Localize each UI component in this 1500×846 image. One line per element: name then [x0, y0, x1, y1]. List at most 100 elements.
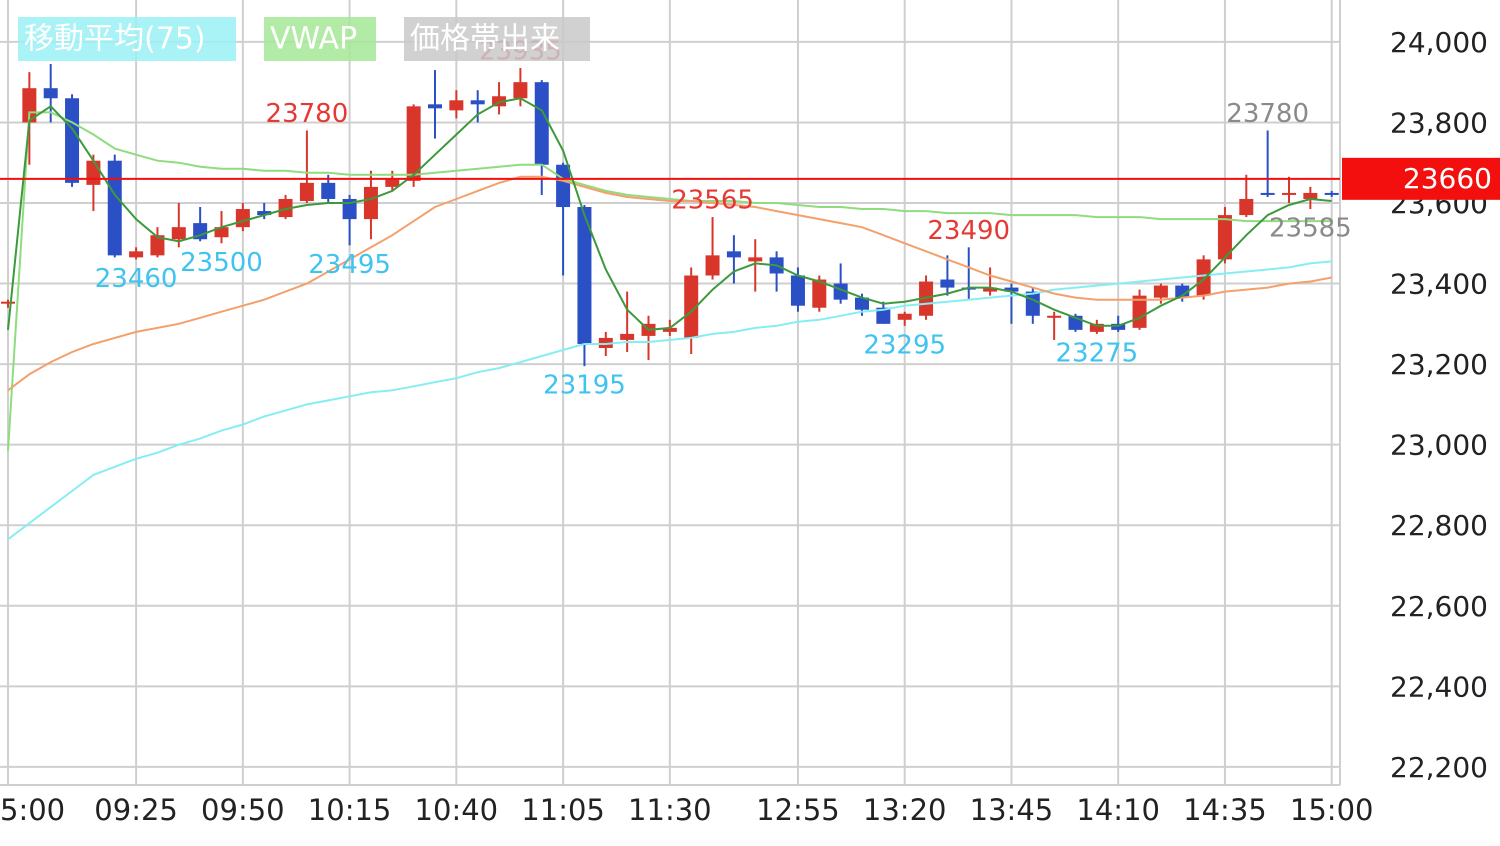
legend-label: 価格帯出来 [410, 22, 560, 57]
price-annotation: 23275 [1055, 338, 1138, 368]
candle-body [449, 100, 464, 111]
candle-body [1, 301, 15, 304]
legend-label: VWAP [270, 22, 357, 57]
candle-body [1260, 192, 1275, 195]
candle-body [1025, 291, 1040, 316]
legend-box [18, 17, 236, 61]
price-annotation: 23490 [927, 216, 1010, 246]
indicator-line [7, 175, 1332, 392]
x-tick-label: 14:10 [1076, 793, 1160, 827]
candle-body [1239, 198, 1254, 216]
price-annotation: 23500 [180, 248, 263, 278]
candle-body [855, 297, 869, 310]
candle-body [257, 211, 272, 216]
legend-box [404, 17, 590, 61]
indicator-line [7, 260, 1332, 541]
candle-body [1303, 192, 1318, 199]
candle-body [428, 104, 442, 109]
candle-body [705, 255, 720, 276]
candle-body [1004, 287, 1019, 292]
candle-body [342, 198, 357, 220]
candle-body [1324, 192, 1339, 195]
candle-body [684, 275, 699, 338]
candle-body [897, 313, 912, 320]
candle-body [86, 160, 101, 185]
y-tick-label: 23,800 [1390, 106, 1488, 139]
x-tick-label: 11:30 [628, 793, 712, 827]
x-tick-label: 11:05 [521, 793, 605, 827]
candle-body [321, 182, 336, 199]
candle-body [385, 178, 400, 187]
current-price-label: 23660 [1403, 162, 1492, 195]
candle-body [556, 164, 571, 208]
candle-body [983, 287, 998, 292]
price-annotation: 23195 [543, 371, 626, 401]
price-annotation: 23780 [1226, 99, 1309, 129]
x-tick-label: 10:40 [415, 793, 499, 827]
price-annotation: 23295 [863, 330, 946, 360]
candle-body [1175, 285, 1190, 298]
price-annotation: 23585 [1269, 214, 1352, 244]
candle-body [1153, 285, 1168, 298]
x-tick-label: 5:00 [0, 793, 65, 827]
candle-body [363, 186, 378, 220]
x-tick-label: 09:25 [94, 793, 178, 827]
y-tick-label: 24,000 [1390, 26, 1488, 59]
candle-body [662, 327, 677, 332]
candle-body [299, 182, 314, 201]
candle-body [65, 98, 80, 183]
indicator-line [7, 97, 1332, 331]
price-annotation: 23780 [266, 99, 349, 129]
candle-body [150, 235, 165, 256]
x-tick-label: 13:20 [863, 793, 947, 827]
candle-body [129, 251, 144, 258]
x-tick-label: 13:45 [970, 793, 1054, 827]
price-annotation: 23565 [671, 186, 754, 216]
x-tick-label: 14:35 [1183, 793, 1267, 827]
candle-body [22, 88, 37, 123]
y-tick-label: 22,200 [1390, 751, 1488, 784]
candle-body [1111, 323, 1126, 330]
candle-body [406, 106, 421, 181]
indicator-line [7, 111, 1332, 451]
candle-body [748, 257, 763, 262]
current-price-tag [1342, 157, 1500, 200]
candle-body [534, 82, 549, 165]
candle-body [919, 281, 934, 316]
legend-label: 移動平均(75) [24, 22, 206, 57]
candle-body [470, 100, 485, 105]
price-annotation: 23460 [95, 264, 178, 294]
candle-body [107, 160, 122, 256]
y-tick-label: 23,400 [1390, 268, 1488, 301]
candle-body [171, 227, 186, 240]
price-annotation: 23495 [308, 250, 391, 280]
candle-body [598, 337, 613, 348]
candle-body [1089, 323, 1104, 332]
candle-body [812, 279, 827, 308]
candle-body [43, 88, 58, 99]
candle-body [1217, 215, 1232, 260]
candle-body [513, 82, 528, 99]
y-tick-label: 23,000 [1390, 429, 1488, 462]
candle-body [1196, 259, 1211, 296]
x-tick-label: 12:55 [756, 793, 840, 827]
candle-body [620, 333, 635, 340]
y-tick-label: 22,800 [1390, 509, 1488, 542]
candle-body [1047, 315, 1062, 318]
candle-body [726, 251, 741, 258]
x-tick-label: 15:00 [1290, 793, 1374, 827]
candle-body [790, 275, 805, 306]
candle-body [577, 207, 592, 344]
candle-body [876, 307, 891, 324]
x-tick-label: 09:50 [201, 793, 285, 827]
x-tick-label: 10:15 [308, 793, 392, 827]
candle-body [1282, 192, 1296, 195]
y-tick-label: 23,200 [1390, 348, 1488, 381]
candle-body [214, 227, 229, 238]
legend-box [264, 17, 376, 61]
candle-body [235, 209, 250, 228]
candle-body [940, 279, 955, 288]
